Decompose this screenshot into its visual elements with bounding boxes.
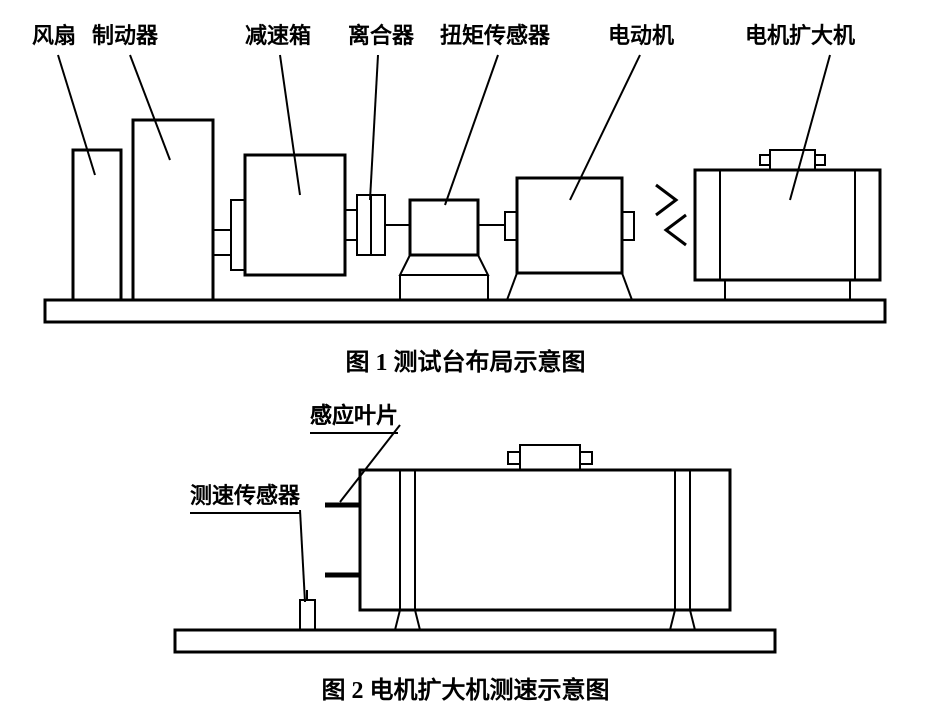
figure1-drawing [0,0,931,340]
label-fan: 风扇 [32,18,76,50]
label-induction-blade-underline: 感应叶片 [310,398,398,434]
figure1-caption: 图 1 测试台布局示意图 [0,342,931,377]
label-torque-sensor: 扭矩传感器 [440,18,550,50]
label-clutch: 离合器 [348,18,414,50]
label-motor: 电动机 [608,18,674,50]
figure2-drawing [0,390,931,680]
label-amplifier: 电机扩大机 [745,18,855,50]
label-speed-sensor: 测速传感器 [190,478,300,514]
figure2-caption: 图 2 电机扩大机测速示意图 [0,670,931,705]
label-brake: 制动器 [92,18,158,50]
label-gearbox: 减速箱 [245,18,311,50]
